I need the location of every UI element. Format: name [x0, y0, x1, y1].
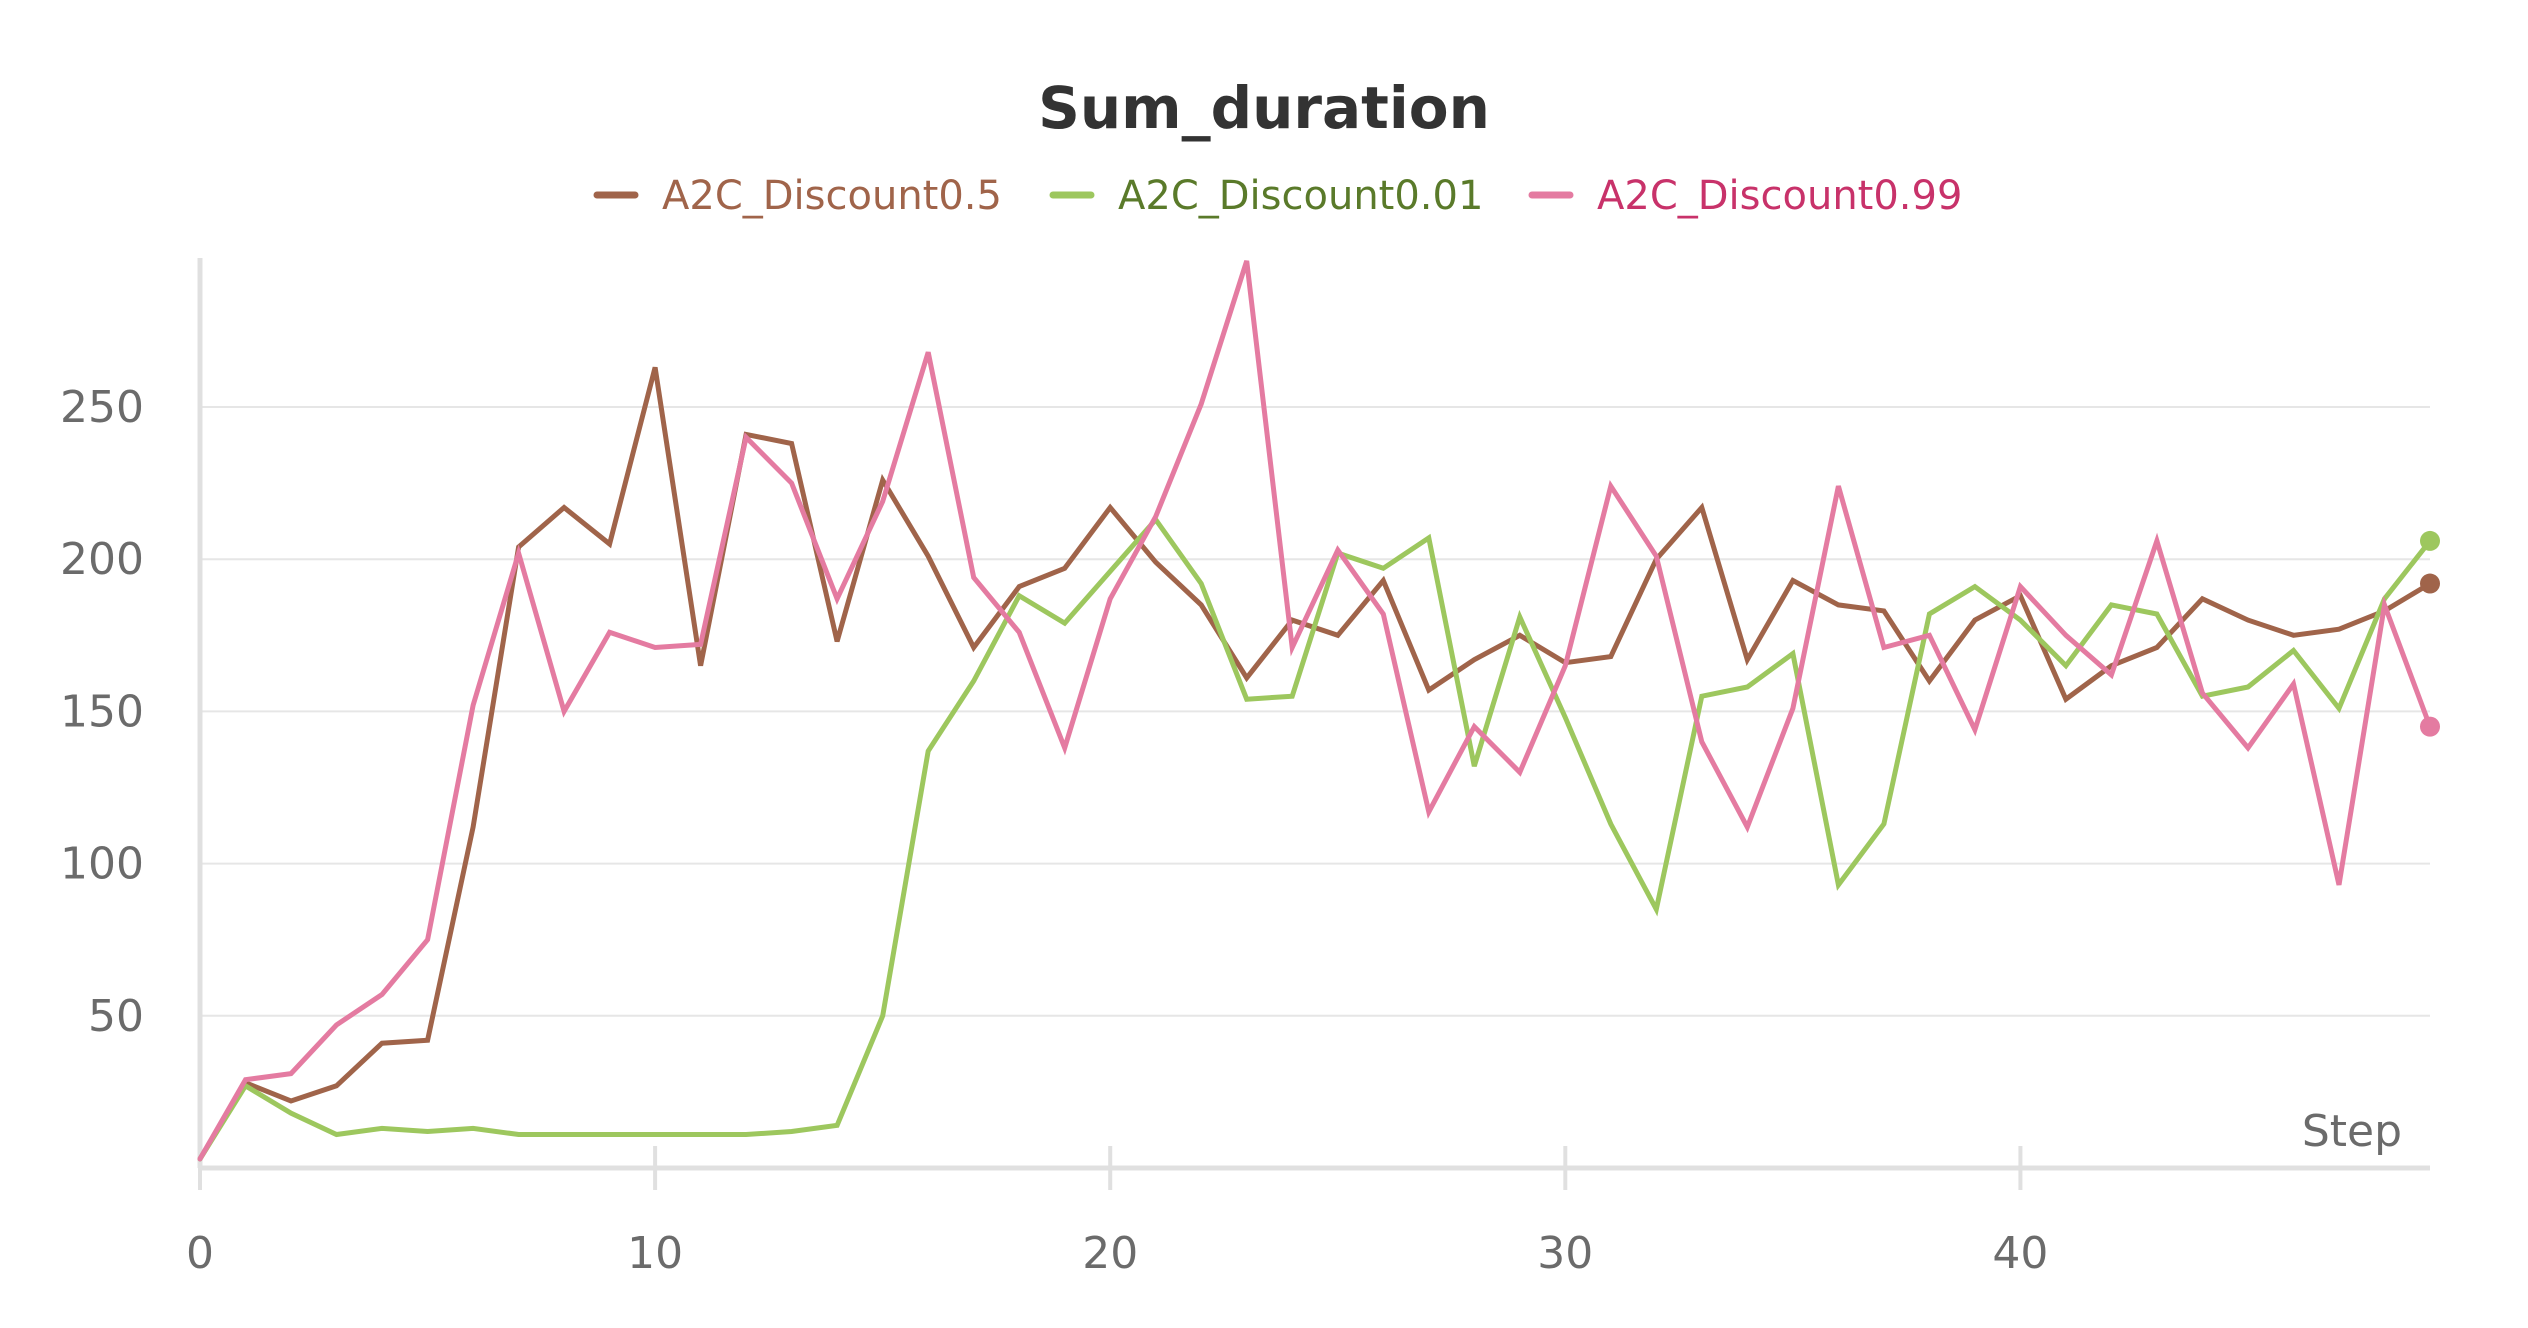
series-line-1: [197, 366, 2433, 1162]
chart-title: Sum_duration: [1038, 74, 1490, 142]
grid-lines: [200, 406, 2430, 1017]
series-line-3: [197, 260, 2433, 1162]
y-tick-label-250: 250: [60, 382, 144, 433]
y-tick-label-100: 100: [60, 839, 144, 890]
axes: [197, 258, 2430, 1190]
series-endpoint-1: [2420, 573, 2440, 594]
series-endpoint-3: [2420, 716, 2440, 737]
legend-label-1: A2C_Discount0.5: [662, 173, 1002, 219]
x-tick-labels: 0 10 20 30 40: [186, 1228, 2048, 1279]
y-tick-label-200: 200: [60, 534, 144, 585]
y-tick-label-50: 50: [88, 991, 144, 1042]
x-tick-label-10: 10: [627, 1228, 683, 1279]
series-endpoint-2: [2420, 530, 2440, 551]
y-tick-label-150: 150: [60, 686, 144, 737]
y-tick-labels: 50 100 150 200 250: [60, 382, 144, 1042]
series-endpoints: [2420, 530, 2440, 737]
legend-label-2: A2C_Discount0.01: [1118, 173, 1483, 219]
series-line-2: [197, 515, 2433, 1162]
legend-label-3: A2C_Discount0.99: [1597, 173, 1962, 219]
x-tick-label-40: 40: [1992, 1228, 2048, 1279]
series-lines: [197, 260, 2433, 1162]
x-tick-label-30: 30: [1537, 1228, 1593, 1279]
x-tick-label-0: 0: [186, 1228, 214, 1279]
x-axis-label: Step: [2302, 1106, 2402, 1157]
legend: A2C_Discount0.5 A2C_Discount0.01 A2C_Disco…: [593, 173, 1962, 219]
x-tick-label-20: 20: [1082, 1228, 1138, 1279]
